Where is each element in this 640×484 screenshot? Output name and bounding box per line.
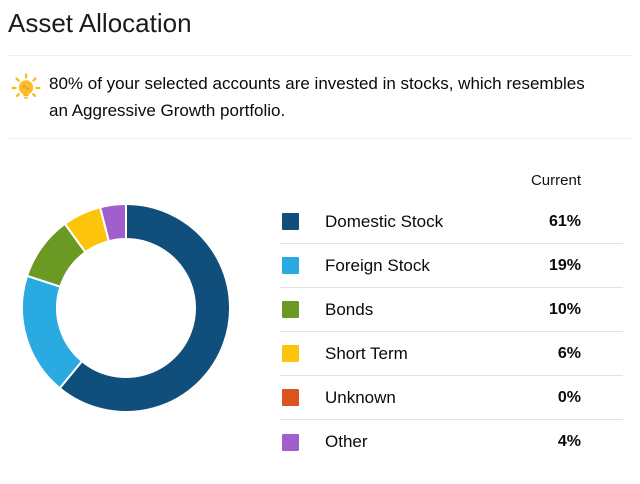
legend-label-foreign-stock: Foreign Stock (325, 255, 430, 275)
legend-swatch-foreign-stock (282, 257, 299, 274)
legend-row-foreign-stock: Foreign Stock 19% (280, 244, 623, 288)
legend-value-foreign-stock: 19% (548, 256, 581, 274)
legend-row-unknown: Unknown 0% (280, 376, 623, 420)
lightbulb-icon (10, 72, 42, 104)
legend-label-bonds: Bonds (325, 299, 374, 319)
donut-chart (21, 202, 231, 413)
legend-swatch-other (282, 433, 299, 451)
legend-label-short-term: Short Term (325, 343, 408, 363)
legend-header-row: Current (280, 160, 623, 200)
legend-swatch-short-term (282, 345, 299, 362)
divider (7, 138, 633, 139)
legend-label-unknown: Unknown (325, 387, 396, 407)
insight-text: 80% of your selected accounts are invest… (49, 74, 585, 120)
legend-value-short-term: 6% (557, 344, 581, 362)
donut-segment-domestic-stock (58, 202, 231, 413)
legend-row-bonds: Bonds 10% (280, 288, 623, 332)
allocation-legend: Current Domestic Stock 61% Foreign Stock 19… (280, 160, 623, 464)
divider (7, 55, 633, 56)
legend-value-bonds: 10% (548, 300, 581, 318)
legend-row-domestic-stock: Domestic Stock 61% (280, 200, 623, 244)
donut-segment-other (98, 202, 127, 243)
legend-swatch-unknown (282, 389, 299, 406)
donut-chart-svg (21, 202, 231, 413)
current-column-header: Current (530, 171, 581, 189)
donut-segment-foreign-stock (21, 274, 84, 390)
legend-label-other: Other (325, 432, 368, 451)
insight-callout: 80% of your selected accounts are invest… (10, 70, 610, 124)
legend-value-other: 4% (557, 433, 581, 450)
legend-row-short-term: Short Term 6% (280, 332, 623, 376)
legend-value-unknown: 0% (557, 388, 581, 406)
legend-label-domestic-stock: Domestic Stock (325, 211, 444, 231)
page-title: Asset Allocation (8, 8, 192, 38)
legend-swatch-domestic-stock (282, 213, 299, 230)
legend-value-domestic-stock: 61% (548, 212, 581, 230)
legend-rows: Domestic Stock 61% Foreign Stock 19% Bonds 10… (280, 200, 623, 464)
legend-swatch-bonds (282, 301, 299, 318)
legend-row-other: Other 4% (280, 420, 623, 464)
